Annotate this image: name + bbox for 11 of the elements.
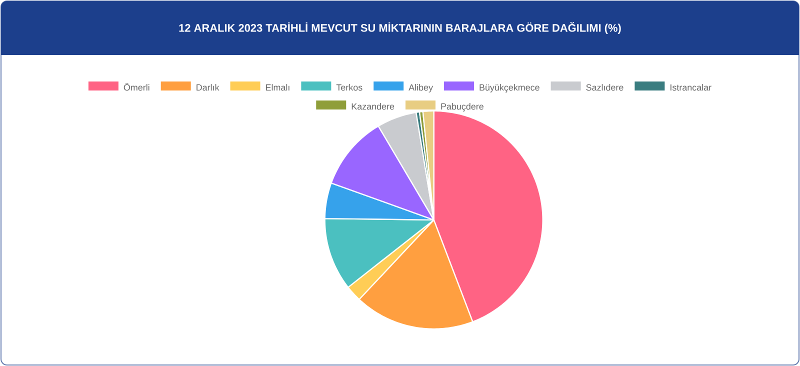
legend-label: Alibey [408,84,433,92]
legend-label: Kazandere [352,103,394,110]
legend-label: Terkos [336,84,362,91]
legend-label: Pabuçdere [441,103,484,112]
legend-label: Darlık [196,84,220,91]
chart-title: 12 ARALIK 2023 TARİHLİ MEVCUT SU MİKTARININ BARAJLARA GÖRE DAĞILIMI (%) [179,22,621,34]
legend-label: Büyükçekmece [480,84,540,92]
legend-label: Elmalı [266,84,290,91]
legend-label: Ömerli [124,83,150,91]
legend-label: Sazlıdere [586,84,624,91]
legend-label: Istrancalar [670,84,712,91]
